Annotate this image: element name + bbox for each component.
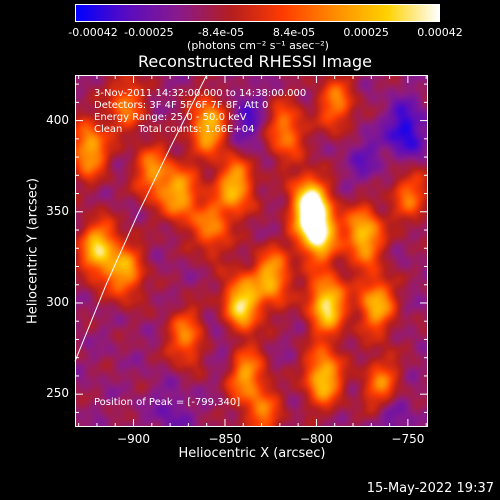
solar-limb-line <box>74 74 208 362</box>
colorbar-tick-label: -0.00042 <box>68 26 118 39</box>
info-time-range: 3-Nov-2011 14:32:00.000 to 14:38:00.000 <box>94 88 307 99</box>
y-axis-label: Heliocentric Y (arcsec) <box>25 178 41 324</box>
y-tick-label: 350 <box>46 203 69 218</box>
colorbar-tick-label: -0.00025 <box>124 26 174 39</box>
plot-area <box>75 75 428 427</box>
footer-date: 15-May-2022 19:37 <box>366 481 494 496</box>
colorbar-tick-label: 8.4e-05 <box>272 26 316 39</box>
info-algorithm: Clean Total counts: 1.66E+04 <box>94 124 255 135</box>
heatmap-image <box>76 76 427 426</box>
info-energy-range: Energy Range: 25.0 - 50.0 keV <box>94 112 247 123</box>
x-tick-label: −850 <box>208 432 242 446</box>
colorbar-tick-label: 0.00025 <box>343 26 389 39</box>
colorbar-tick-label: 0.00042 <box>417 26 463 39</box>
x-tick-label: −800 <box>299 432 333 446</box>
x-tick-label: −750 <box>391 432 425 446</box>
y-tick-label: 300 <box>46 294 69 309</box>
chart-title: Reconstructed RHESSI Image <box>138 52 372 71</box>
colorbar <box>75 4 440 22</box>
info-peak-position: Position of Peak = [-799,340] <box>94 397 241 408</box>
y-tick-label: 400 <box>46 112 69 127</box>
info-detectors: Detectors: 3F 4F 5F 6F 7F 8F, Att 0 <box>94 100 269 111</box>
x-tick-label: −900 <box>117 432 150 446</box>
colorbar-tick-label: -8.4e-05 <box>197 26 245 39</box>
colorbar-units: (photons cm⁻² s⁻¹ asec⁻²) <box>187 39 329 52</box>
x-axis-label: Heliocentric X (arcsec) <box>178 446 326 461</box>
y-tick-label: 250 <box>46 386 69 401</box>
